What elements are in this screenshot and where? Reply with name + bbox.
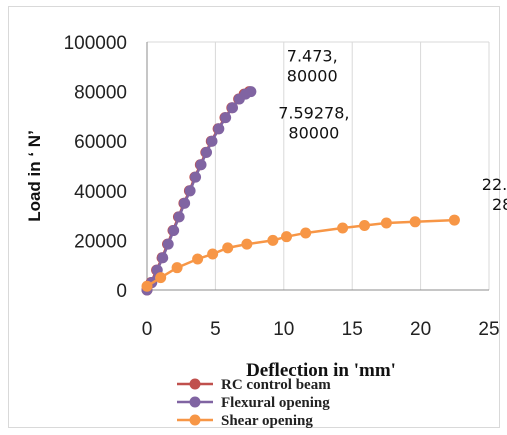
point-shear-opening-4 xyxy=(207,248,219,260)
data-label-0-line-1: 80000 xyxy=(287,67,338,86)
y-tick-label-4: 80000 xyxy=(74,83,127,104)
y-tick-label-3: 60000 xyxy=(74,132,127,153)
point-shear-opening-11 xyxy=(359,220,371,232)
x-tick-label-1: 5 xyxy=(210,319,221,340)
point-shear-opening-14 xyxy=(448,214,460,226)
point-shear-opening-1 xyxy=(155,272,167,284)
data-label-1-line-1: 80000 xyxy=(288,124,339,143)
point-shear-opening-7 xyxy=(267,234,279,246)
point-shear-opening-5 xyxy=(222,242,234,254)
data-label-1-line-0: 7.59278, xyxy=(278,104,349,123)
x-tick-label-2: 10 xyxy=(273,319,294,340)
x-tick-label-3: 15 xyxy=(342,319,363,340)
y-tick-label-2: 40000 xyxy=(74,182,127,203)
point-flexural-opening-4 xyxy=(162,238,174,250)
point-shear-opening-10 xyxy=(337,222,349,234)
legend-label-flexural-opening: Flexural opening xyxy=(221,395,330,411)
point-flexural-opening-15 xyxy=(227,102,238,114)
point-flexural-opening-11 xyxy=(201,146,213,158)
series-line-shear-opening xyxy=(146,218,455,288)
point-flexural-opening-7 xyxy=(179,197,191,209)
point-shear-opening-12 xyxy=(380,217,392,229)
legend-swatch-marker-shear-opening xyxy=(189,414,201,426)
x-axis-label: Deflection in 'mm' xyxy=(246,360,396,381)
point-flexural-opening-13 xyxy=(213,123,225,135)
point-shear-opening-8 xyxy=(281,231,293,243)
legend: RC control beam Flexural opening Shear ope… xyxy=(177,377,331,429)
point-shear-opening-3 xyxy=(192,253,204,265)
y-tick-label-0: 0 xyxy=(116,281,127,302)
x-tick-label-5: 25 xyxy=(478,319,499,340)
point-flexural-opening-10 xyxy=(195,159,207,171)
point-flexural-opening-18 xyxy=(245,86,257,98)
point-flexural-opening-12 xyxy=(206,135,218,147)
data-label-0-line-0: 7.473, xyxy=(287,47,338,66)
legend-label-rc-control-beam: RC control beam xyxy=(221,377,331,393)
legend-swatch-marker-flexural-opening xyxy=(189,396,201,408)
series-layer xyxy=(141,86,460,296)
x-tick-label-4: 20 xyxy=(410,319,431,340)
data-label-2-line-1: 28200 xyxy=(492,195,507,214)
y-tick-label-5: 100000 xyxy=(64,33,127,54)
x-tick-label-0: 0 xyxy=(142,319,153,340)
axes: 0 5 10 15 20 25 0 20000 40000 60000 80000 100000 xyxy=(64,33,500,340)
point-shear-opening-2 xyxy=(171,262,183,274)
point-flexural-opening-3 xyxy=(157,252,169,264)
point-flexural-opening-5 xyxy=(168,224,180,236)
point-shear-opening-0 xyxy=(141,280,153,292)
point-shear-opening-13 xyxy=(409,216,421,228)
legend-label-shear-opening: Shear opening xyxy=(221,413,313,429)
point-shear-opening-9 xyxy=(300,227,312,239)
y-tick-label-1: 20000 xyxy=(74,231,127,252)
point-flexural-opening-9 xyxy=(190,171,202,183)
chart-frame xyxy=(8,6,500,428)
point-flexural-opening-14 xyxy=(220,112,232,124)
point-flexural-opening-8 xyxy=(184,185,196,197)
legend-swatch-marker-rc-control-beam xyxy=(189,378,201,390)
data-label-2-line-0: 22.4714, xyxy=(482,175,507,194)
y-axis-label: Load in ‘ N’ xyxy=(25,130,44,222)
point-flexural-opening-6 xyxy=(173,211,185,223)
point-shear-opening-6 xyxy=(241,238,253,250)
